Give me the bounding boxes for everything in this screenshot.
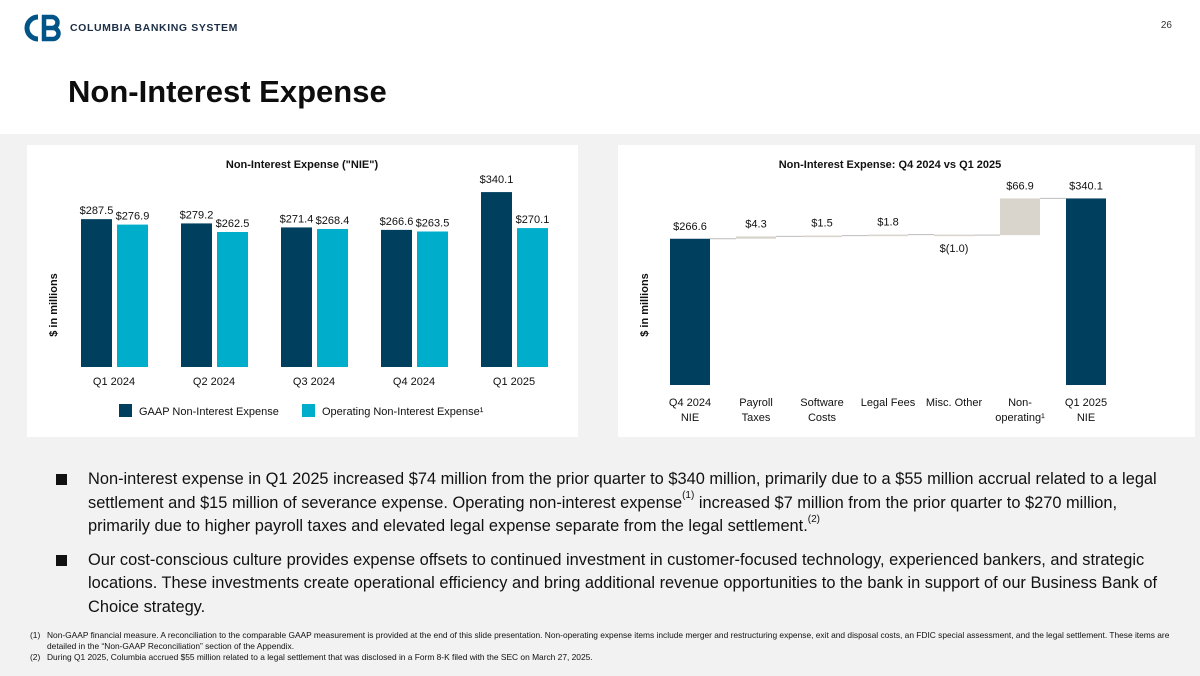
footnote-2: (2) During Q1 2025, Columbia accrued $55…	[30, 652, 1180, 663]
footnotes: (1) Non-GAAP financial measure. A reconc…	[30, 630, 1180, 663]
data-label: $270.1	[516, 214, 550, 226]
bar-delta	[1000, 198, 1040, 236]
bar-gaap	[381, 229, 412, 367]
footnote-text: During Q1 2025, Columbia accrued $55 mil…	[47, 652, 593, 662]
chart-title: Non-Interest Expense: Q4 2024 vs Q1 2025	[779, 159, 1002, 171]
data-label: $(1.0)	[940, 243, 969, 255]
x-tick-label: Q1 2024	[93, 376, 135, 388]
x-tick-label: Q1 2025	[1065, 397, 1107, 409]
data-label: $4.3	[745, 218, 766, 230]
brand-name: COLUMBIA BANKING SYSTEM	[70, 22, 238, 34]
bar-total	[670, 238, 710, 385]
data-label: $268.4	[316, 215, 350, 227]
data-label: $279.2	[180, 209, 214, 221]
data-label: $287.5	[80, 205, 114, 217]
x-tick-label: Costs	[808, 412, 837, 424]
x-tick-label: NIE	[681, 412, 699, 424]
page-number: 26	[1160, 20, 1172, 31]
data-label: $66.9	[1006, 180, 1034, 192]
nie-waterfall-chart-card: Non-Interest Expense: Q4 2024 vs Q1 2025…	[618, 145, 1195, 437]
bar-gaap	[81, 219, 112, 367]
bar-delta	[802, 235, 842, 238]
footnote-ref: (2)	[807, 513, 821, 525]
bar-operating	[117, 224, 148, 367]
data-label: $1.8	[877, 217, 898, 229]
square-bullet-icon	[56, 554, 67, 566]
bullet-2: Our cost-conscious culture provides expe…	[54, 549, 1164, 620]
x-tick-label: Q1 2025	[493, 376, 535, 388]
data-label: $340.1	[480, 174, 514, 186]
data-label: $340.1	[1069, 180, 1103, 192]
bullet-text: Our cost-conscious culture provides expe…	[88, 550, 1158, 616]
x-tick-label: NIE	[1077, 412, 1095, 424]
footnote-number: (2)	[30, 652, 41, 662]
x-tick-label: operating¹	[995, 412, 1045, 424]
bar-operating	[317, 228, 348, 367]
slide-header: COLUMBIA BANKING SYSTEM 26 Non-Interest …	[0, 0, 1200, 134]
bar-gaap	[481, 192, 512, 367]
nie-trend-chart: Non-Interest Expense ("NIE") $ in million…	[48, 159, 550, 418]
x-tick-label: Q2 2024	[193, 376, 235, 388]
nie-waterfall-chart: Non-Interest Expense: Q4 2024 vs Q1 2025…	[639, 159, 1107, 424]
data-label: $263.5	[416, 217, 450, 229]
bar-operating	[517, 228, 548, 367]
x-tick-label: Taxes	[742, 412, 771, 424]
page-title: Non-Interest Expense	[68, 74, 387, 109]
square-bullet-icon	[56, 474, 67, 485]
bar-operating	[217, 232, 248, 367]
x-tick-label: Q4 2024	[393, 376, 435, 388]
bar-total	[1066, 198, 1106, 385]
legend-swatch-operating	[302, 404, 315, 417]
bar-operating	[417, 231, 448, 367]
bar-delta	[736, 236, 776, 239]
legend-swatch-gaap	[119, 404, 132, 417]
bullet-1: Non-interest expense in Q1 2025 increase…	[54, 468, 1164, 539]
bullet-text: increased $7 million from the prior quar…	[88, 493, 1118, 536]
y-axis-label: $ in millions	[48, 273, 60, 337]
bar-gaap	[181, 223, 212, 367]
x-tick-label: Legal Fees	[861, 397, 916, 409]
x-tick-label: Software	[800, 397, 843, 409]
x-tick-label: Q3 2024	[293, 376, 335, 388]
data-label: $276.9	[116, 211, 150, 223]
bar-delta	[868, 234, 908, 237]
data-label: $271.4	[280, 213, 314, 225]
y-axis-label: $ in millions	[639, 273, 651, 337]
bar-delta	[934, 234, 974, 237]
footnote-text: Non-GAAP financial measure. A reconcilia…	[47, 630, 1170, 651]
nie-trend-chart-card: Non-Interest Expense ("NIE") $ in million…	[27, 145, 578, 437]
x-tick-label: Q4 2024	[669, 397, 711, 409]
columbia-logo-icon	[24, 14, 61, 42]
chart-title: Non-Interest Expense ("NIE")	[226, 159, 379, 171]
x-tick-label: Payroll	[739, 397, 773, 409]
data-label: $1.5	[811, 218, 832, 230]
legend-label: Operating Non-Interest Expense¹	[322, 406, 484, 418]
legend-label: GAAP Non-Interest Expense	[139, 406, 279, 418]
footnote-ref: (1)	[682, 490, 695, 502]
bullet-text: Non-interest expense in Q1 2025 increase…	[88, 470, 1157, 512]
data-label: $266.6	[380, 216, 414, 228]
company-logo: COLUMBIA BANKING SYSTEM	[24, 14, 238, 42]
data-label: $266.6	[673, 221, 707, 233]
commentary-bullets: Non-interest expense in Q1 2025 increase…	[54, 468, 1164, 629]
x-tick-label: Misc. Other	[926, 397, 983, 409]
footnote-1: (1) Non-GAAP financial measure. A reconc…	[30, 630, 1180, 652]
footnote-number: (1)	[30, 630, 41, 640]
x-tick-label: Non-	[1008, 397, 1032, 409]
bar-gaap	[281, 227, 312, 367]
data-label: $262.5	[216, 218, 250, 230]
